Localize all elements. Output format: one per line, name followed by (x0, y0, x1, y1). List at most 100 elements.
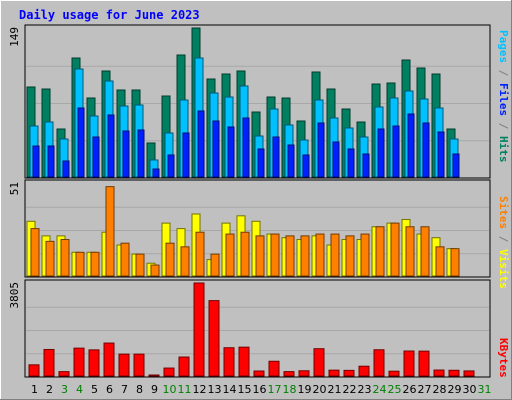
x-tick-label: 20 (313, 383, 327, 396)
panel-hits-files-pages: 149 (8, 24, 491, 179)
bar-pages-day-27 (422, 122, 430, 178)
x-tick-label: 6 (106, 383, 113, 396)
x-tick-label: 15 (238, 383, 252, 396)
bar-kbytes-day-17 (268, 360, 280, 377)
bar-kbytes-day-1 (28, 364, 40, 377)
bar-pages-day-12 (197, 110, 205, 178)
bar-kbytes-day-7 (118, 353, 130, 377)
x-tick-label: 12 (193, 383, 207, 396)
x-tick-label: 25 (388, 383, 402, 396)
legend-part: Visits (497, 249, 510, 289)
bar-pages-day-7 (122, 130, 130, 178)
bar-kbytes-day-28 (433, 369, 445, 377)
bar-sites-day-8 (135, 253, 145, 277)
panel-kbytes: 3805 (8, 279, 491, 378)
x-tick-label: 24 (373, 383, 387, 396)
bar-sites-day-11 (180, 246, 190, 277)
x-tick-label: 16 (253, 383, 267, 396)
bar-kbytes-day-16 (253, 370, 265, 377)
legend-part: KBytes (497, 338, 510, 378)
bar-kbytes-day-5 (88, 349, 100, 377)
bar-sites-day-1 (30, 228, 40, 277)
x-tick-label: 14 (223, 383, 237, 396)
panel-frame (24, 24, 491, 179)
bar-sites-day-23 (360, 233, 370, 277)
bar-pages-day-9 (152, 168, 160, 178)
bar-sites-day-6 (105, 186, 115, 277)
x-tick-label: 1 (31, 383, 38, 396)
x-axis-labels: 1 2 3 4 5 6 7 8 9 10 11 12 13 14 15 16 17 18 19 20 21 22 23 24 2… (31, 383, 492, 396)
x-tick-label: 7 (121, 383, 128, 396)
bar-kbytes-day-19 (298, 370, 310, 377)
chart-title: Daily usage for June 2023 (19, 8, 200, 22)
x-tick-label: 19 (298, 383, 312, 396)
bar-sites-day-16 (255, 235, 265, 277)
bar-sites-day-18 (285, 235, 295, 277)
bar-sites-day-19 (300, 235, 310, 277)
bar-sites-day-4 (75, 251, 85, 277)
x-tick-label: 13 (208, 383, 222, 396)
x-tick-label: 28 (433, 383, 447, 396)
x-tick-label: 23 (358, 383, 372, 396)
bar-sites-day-5 (90, 251, 100, 277)
bar-kbytes-day-3 (58, 371, 70, 377)
legend-part: Hits (497, 136, 510, 163)
bar-pages-day-1 (32, 145, 40, 178)
bar-kbytes-day-29 (448, 369, 460, 377)
bar-kbytes-day-10 (163, 367, 175, 377)
x-tick-label: 8 (136, 383, 143, 396)
x-tick-label: 11 (178, 383, 192, 396)
bar-kbytes-day-21 (328, 369, 340, 377)
legend-part: / (497, 229, 510, 249)
x-tick-label: 29 (448, 383, 462, 396)
bar-sites-day-12 (195, 231, 205, 277)
bar-kbytes-day-24 (373, 349, 385, 377)
bar-pages-day-8 (137, 129, 145, 178)
legend-part: / (497, 63, 510, 83)
bar-kbytes-day-18 (283, 371, 295, 377)
series-sites (30, 186, 460, 277)
bar-pages-day-6 (107, 114, 115, 178)
bar-kbytes-day-23 (358, 365, 370, 377)
bar-pages-day-24 (377, 128, 385, 178)
bar-kbytes-day-2 (43, 348, 55, 377)
bar-pages-day-14 (227, 126, 235, 178)
x-tick-label: 5 (91, 383, 98, 396)
bar-pages-day-23 (362, 153, 370, 178)
panel-max-label: 51 (8, 182, 21, 195)
bar-pages-day-3 (62, 160, 70, 178)
bar-kbytes-day-8 (133, 353, 145, 377)
bar-sites-day-28 (435, 246, 445, 277)
x-tick-label: 27 (418, 383, 432, 396)
bar-pages-day-18 (287, 144, 295, 178)
bar-sites-day-25 (390, 222, 400, 277)
bar-sites-day-10 (165, 242, 175, 277)
bar-kbytes-day-13 (208, 300, 220, 377)
bar-kbytes-day-9 (148, 374, 160, 377)
panel-frame (24, 279, 491, 378)
x-tick-label: 21 (328, 383, 342, 396)
bar-kbytes-day-6 (103, 342, 115, 377)
legend-part: / (497, 116, 510, 136)
series-pages (32, 107, 460, 178)
bar-pages-day-11 (182, 132, 190, 178)
x-tick-label: 31 (478, 383, 492, 396)
bar-kbytes-day-15 (238, 346, 250, 377)
bar-kbytes-day-26 (403, 350, 415, 377)
x-tick-label: 9 (151, 383, 158, 396)
panel-visits-sites: 51 (8, 179, 491, 278)
bar-pages-day-15 (242, 117, 250, 178)
legend-part: Pages (497, 30, 510, 63)
chart-panels: 149 51 3805 (8, 24, 491, 378)
bar-pages-day-28 (437, 131, 445, 178)
bar-kbytes-day-20 (313, 348, 325, 377)
bar-sites-day-2 (45, 240, 55, 277)
x-tick-label: 3 (61, 383, 68, 396)
bar-kbytes-day-22 (343, 369, 355, 377)
bar-sites-day-21 (330, 233, 340, 277)
bar-pages-day-25 (392, 125, 400, 178)
bar-kbytes-day-12 (193, 282, 205, 377)
legend-label-panel-3: KBytes (497, 338, 510, 378)
legend-label-panel-2: Sites / Visits (497, 196, 510, 289)
